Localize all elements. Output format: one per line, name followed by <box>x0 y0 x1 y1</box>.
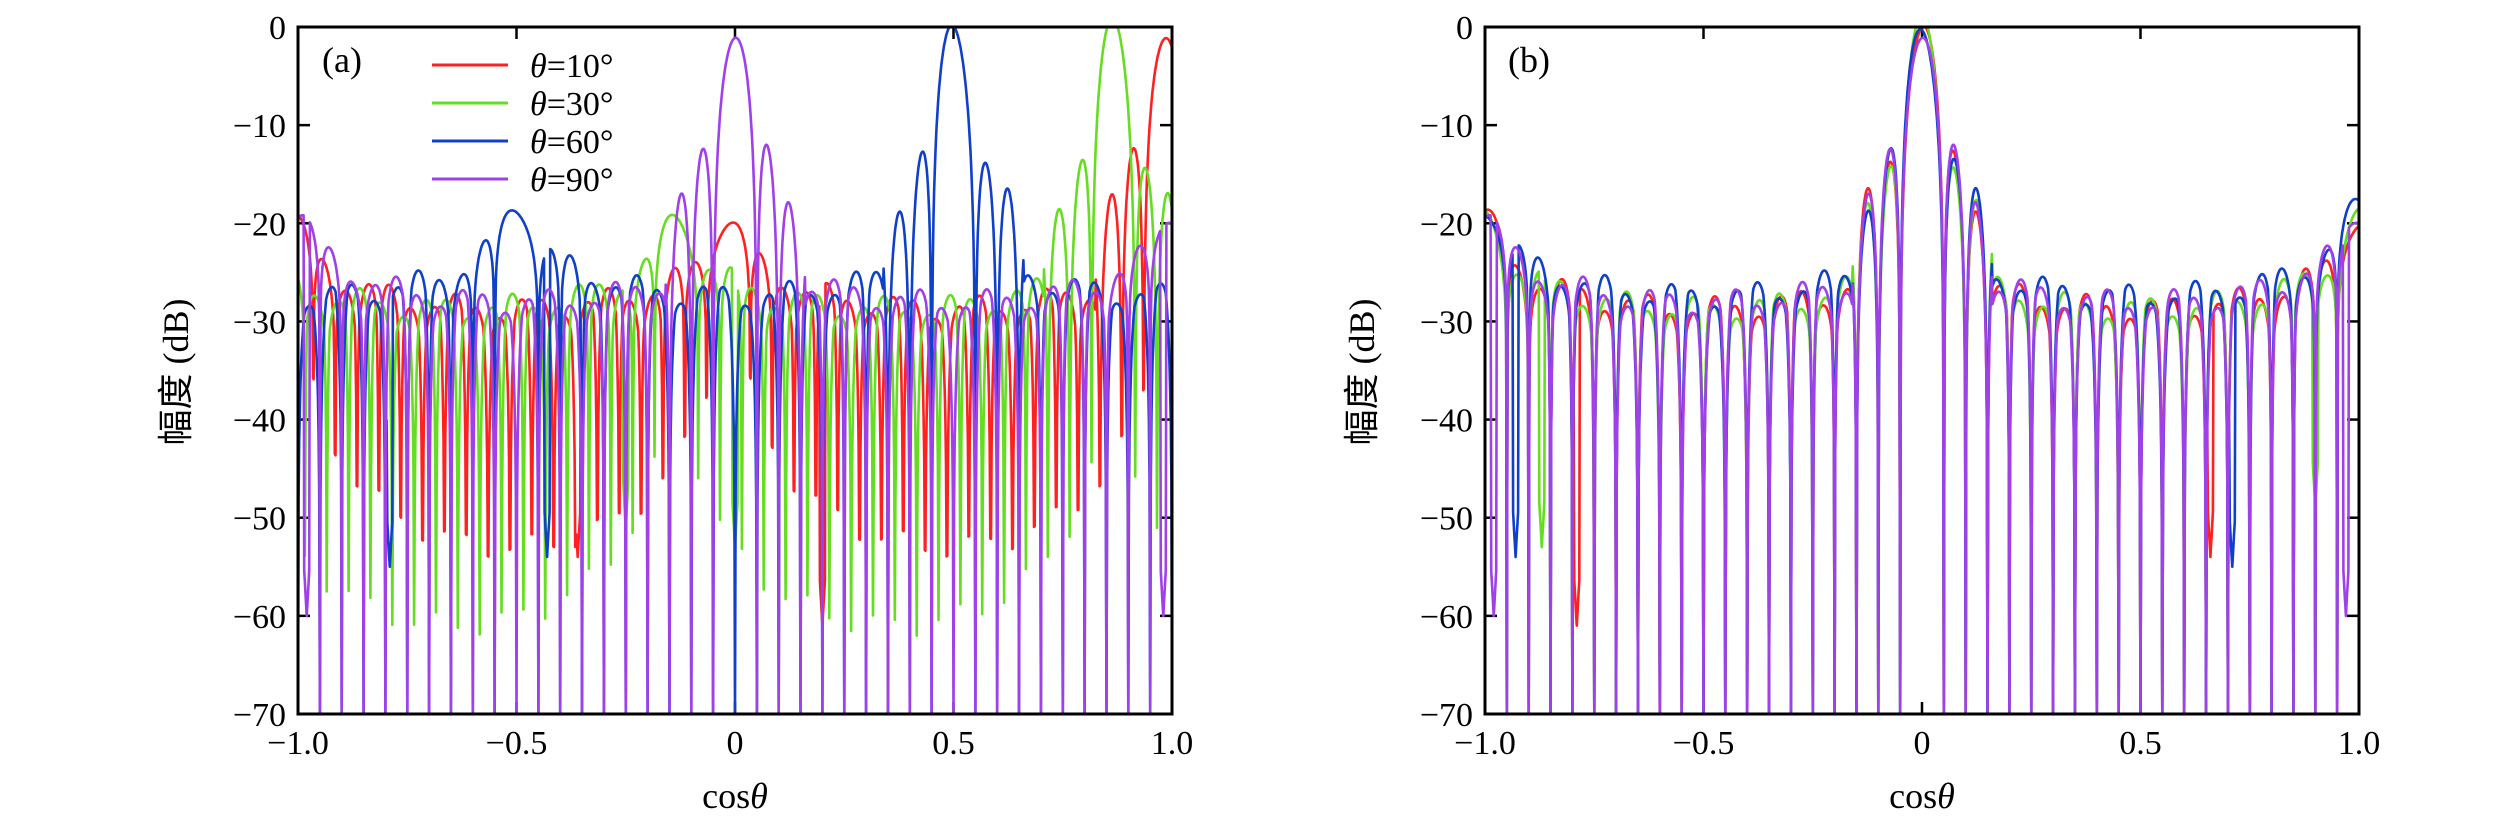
panel-b-y-tick-label: −70 <box>1420 697 1473 734</box>
panel-b-x-tick-label: 1.0 <box>2338 725 2381 762</box>
legend-label-4: θ=90° <box>530 162 613 199</box>
panel-a-x-axis-label: cosθ <box>702 776 768 816</box>
legend-label-symbol: θ <box>530 86 547 123</box>
legend: θ=10°θ=30°θ=60°θ=90° <box>432 48 613 199</box>
panel-a-x-tick-label: 1.0 <box>1151 725 1194 762</box>
panel-b-x-tick-labels: −1.0 −0.5 0 0.5 1.0 <box>1454 725 2380 762</box>
panel-b-y-tick-label: −50 <box>1420 501 1473 538</box>
legend-label-1: θ=10° <box>530 48 613 85</box>
panel-a-plot-frame <box>296 25 1174 716</box>
panel-b-y-tick-label: 0 <box>1456 10 1473 47</box>
panel-a-series-group <box>296 25 1174 716</box>
panel-a-x-tick-label: 0 <box>727 725 744 762</box>
legend-label-3: θ=60° <box>530 124 613 161</box>
panel-a-y-tick-label: −20 <box>233 206 286 243</box>
panel-a: (a) 0 −10 −20 −30 −40 −50 −60 −70 −1.0 −0.5 0 0.5 1… <box>156 10 1193 816</box>
panel-a-y-axis-label: 幅度 (dB) <box>156 299 196 446</box>
panel-a-x-tick-labels: −1.0 −0.5 0 0.5 1.0 <box>267 725 1193 762</box>
panel-b-x-axis-label-prefix: cos <box>1889 776 1937 816</box>
panel-a-y-tick-label: 0 <box>269 10 286 47</box>
panel-b-x-tick-label: 0.5 <box>2119 725 2162 762</box>
panel-a-x-axis-label-prefix: cos <box>702 776 750 816</box>
panel-b-x-tick-label: −0.5 <box>1673 725 1735 762</box>
panel-b-series-line-4 <box>1484 36 2360 716</box>
legend-label-symbol: θ <box>530 162 547 199</box>
panel-b-x-tick-label: 0 <box>1914 725 1931 762</box>
panel-a-label: (a) <box>322 40 362 80</box>
panel-a-y-tick-label: −70 <box>233 697 286 734</box>
panel-a-x-tick-label: −1.0 <box>267 725 329 762</box>
panel-b-x-axis-label-symbol: θ <box>1937 776 1955 816</box>
panel-a-y-tick-label: −30 <box>233 304 286 341</box>
panel-a-x-tick-label: 0.5 <box>932 725 975 762</box>
panel-b-y-tick-label: −40 <box>1420 403 1473 440</box>
legend-label-2: θ=30° <box>530 86 613 123</box>
panel-b-label: (b) <box>1508 40 1550 80</box>
panel-a-y-tick-label: −50 <box>233 501 286 538</box>
panel-a-y-tick-labels: 0 −10 −20 −30 −40 −50 −60 −70 <box>233 10 286 734</box>
legend-label-value: =90° <box>547 162 614 199</box>
legend-label-value: =30° <box>547 86 614 123</box>
panel-b: (b) 0 −10 −20 −30 −40 −50 −60 −70 −1.0 −0.5 0 0.5 1… <box>1342 10 2380 816</box>
panel-b-y-tick-label: −30 <box>1420 304 1473 341</box>
panel-a-y-tick-label: −40 <box>233 403 286 440</box>
legend-label-value: =60° <box>547 124 614 161</box>
legend-label-value: =10° <box>547 48 614 85</box>
panel-b-y-tick-label: −60 <box>1420 599 1473 636</box>
panel-b-plot-frame <box>1483 25 2361 716</box>
panel-a-x-tick-label: −0.5 <box>486 725 548 762</box>
panel-a-series-line-4 <box>297 36 1173 716</box>
panel-a-y-tick-label: −10 <box>233 108 286 145</box>
panel-a-x-axis-label-symbol: θ <box>750 776 768 816</box>
legend-label-symbol: θ <box>530 48 547 85</box>
panel-b-x-axis-label: cosθ <box>1889 776 1955 816</box>
panel-b-y-tick-labels: 0 −10 −20 −30 −40 −50 −60 −70 <box>1420 10 1473 734</box>
panel-b-y-tick-label: −20 <box>1420 206 1473 243</box>
panel-b-series-group <box>1484 25 2360 716</box>
panel-b-y-axis-label: 幅度 (dB) <box>1342 299 1382 446</box>
panel-b-x-tick-label: −1.0 <box>1454 725 1516 762</box>
panel-a-y-tick-label: −60 <box>233 599 286 636</box>
legend-label-symbol: θ <box>530 124 547 161</box>
panel-b-series-line-3 <box>1484 27 2360 716</box>
panel-b-y-tick-label: −10 <box>1420 108 1473 145</box>
